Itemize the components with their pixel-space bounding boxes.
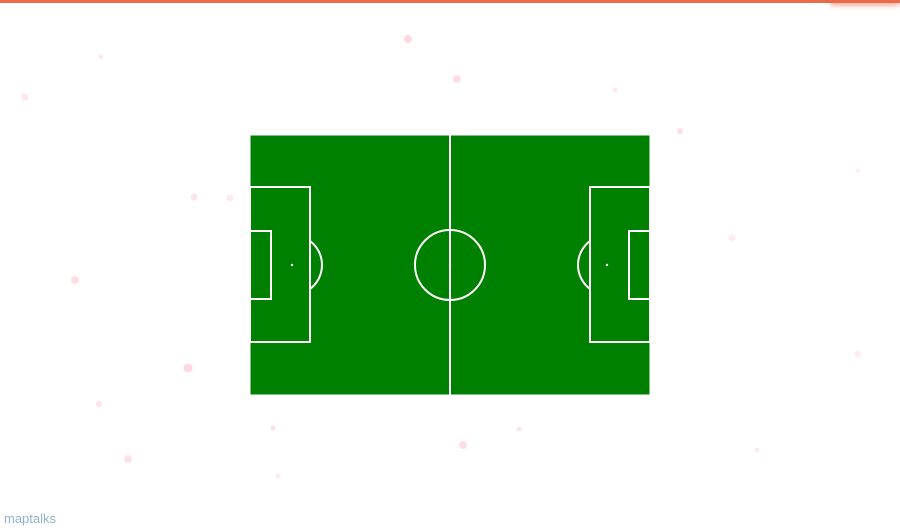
- right-penalty-arc: [577, 240, 591, 290]
- soccer-pitch[interactable]: [250, 135, 650, 395]
- particle-dot: [98, 54, 104, 60]
- left-goal-area: [250, 230, 272, 300]
- particle-dot: [612, 87, 618, 93]
- right-penalty-area: [589, 186, 650, 343]
- particle-dot: [453, 75, 461, 83]
- particle-dot: [183, 363, 193, 373]
- attribution-link[interactable]: maptalks: [4, 511, 57, 526]
- particle-dot: [516, 426, 522, 432]
- center-circle: [414, 229, 486, 301]
- particle-dot: [190, 193, 198, 201]
- particle-dot: [754, 447, 760, 453]
- particle-dot: [404, 35, 412, 43]
- particle-dot: [226, 194, 234, 202]
- left-penalty-area: [250, 186, 311, 343]
- particle-dot: [855, 168, 861, 174]
- particle-dot: [124, 455, 132, 463]
- particle-dot: [275, 473, 281, 479]
- right-penalty-spot: [605, 263, 609, 267]
- loading-progress-bar: [0, 0, 900, 3]
- particle-dot: [854, 350, 862, 358]
- center-spot: [448, 263, 452, 267]
- particle-dot: [459, 441, 467, 449]
- loading-progress-glow: [830, 0, 900, 6]
- particle-dot: [96, 401, 102, 407]
- particle-dot: [728, 234, 736, 242]
- right-goal-area: [628, 230, 650, 300]
- particle-dot: [677, 128, 683, 134]
- left-penalty-spot: [290, 263, 294, 267]
- particle-dot: [71, 276, 79, 284]
- particle-dot: [270, 425, 276, 431]
- particle-dot: [21, 93, 29, 101]
- left-penalty-arc: [309, 240, 323, 290]
